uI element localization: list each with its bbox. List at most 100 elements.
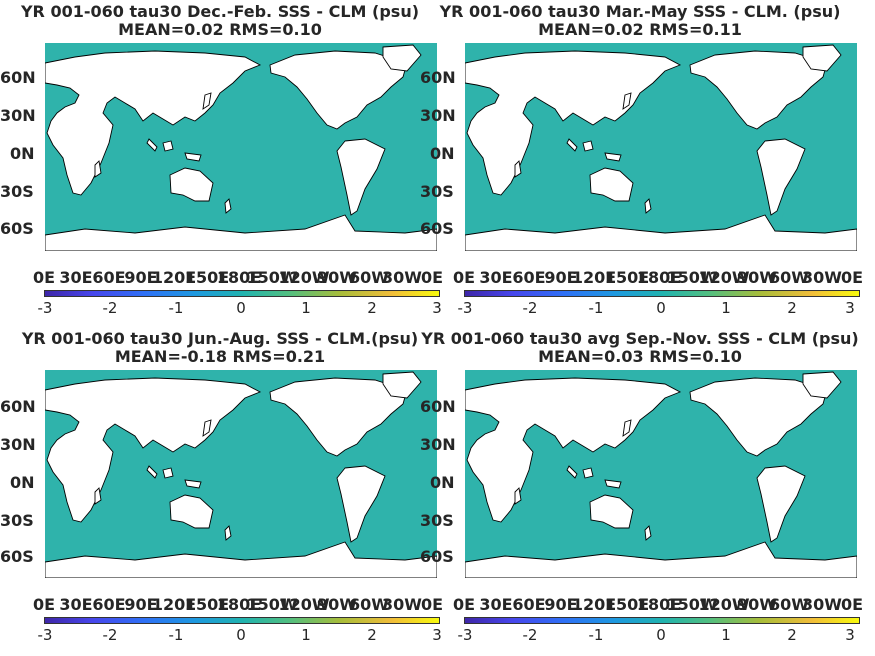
lat-label: 60N <box>0 68 36 87</box>
lon-label: 60W <box>769 595 809 614</box>
lon-label: 90W <box>317 595 357 614</box>
lat-label: 30S <box>0 511 34 530</box>
lat-label: 60S <box>420 547 454 566</box>
colorbar <box>464 617 860 624</box>
lat-label: 60N <box>420 397 456 416</box>
colorbar-tick: 2 <box>787 299 797 317</box>
lon-label: 90W <box>737 595 777 614</box>
lon-label: 30W <box>382 268 422 287</box>
colorbar-tick: 1 <box>721 626 731 644</box>
colorbar-tick: 2 <box>787 626 797 644</box>
lon-label: 0E <box>840 595 864 614</box>
lon-label: 0E <box>452 268 476 287</box>
lat-label: 30S <box>420 511 454 530</box>
colorbar-tick: 0 <box>236 299 246 317</box>
lat-label: 0N <box>430 144 455 163</box>
colorbar <box>464 290 860 297</box>
colorbar-tick: -2 <box>102 626 118 644</box>
lon-label: 60W <box>769 268 809 287</box>
lon-label: 60W <box>349 595 389 614</box>
lon-label: 120E <box>571 268 617 287</box>
lon-label: 120E <box>151 595 197 614</box>
lon-label: 180E <box>636 268 682 287</box>
colorbar-tick: -1 <box>168 299 184 317</box>
lon-label: 120W <box>698 268 750 287</box>
colorbar-tick: 3 <box>845 299 855 317</box>
lon-label: 30E <box>59 268 93 287</box>
lat-label: 0N <box>10 144 35 163</box>
colorbar-tick: 1 <box>721 299 731 317</box>
lon-label: 180E <box>216 595 262 614</box>
panel-stats: MEAN=0.02 RMS=0.10 <box>118 20 322 39</box>
colorbar-tick: -1 <box>588 626 604 644</box>
panel-mam: YR 001-060 tau30 Mar.-May SSS - CLM. (ps… <box>420 0 863 328</box>
colorbar-tick: -1 <box>588 299 604 317</box>
lat-label: 30S <box>0 182 34 201</box>
sss-anomaly-map <box>45 43 437 251</box>
sss-anomaly-map <box>465 43 857 251</box>
lon-label: 180E <box>216 268 262 287</box>
lon-label: 60E <box>92 595 126 614</box>
lon-label: 0E <box>32 268 56 287</box>
lat-label: 60S <box>0 219 34 238</box>
lon-label: 90W <box>317 268 357 287</box>
panel-stats: MEAN=0.03 RMS=0.10 <box>538 347 742 366</box>
panel-djf: YR 001-060 tau30 Dec.-Feb. SSS - CLM (ps… <box>0 0 443 328</box>
colorbar-tick: -2 <box>522 299 538 317</box>
colorbar-tick: -2 <box>522 626 538 644</box>
lon-label: 150E <box>604 268 650 287</box>
colorbar-tick: 1 <box>301 626 311 644</box>
lon-label: 90E <box>124 595 158 614</box>
colorbar-tick: 0 <box>656 626 666 644</box>
colorbar-tick: -3 <box>457 299 473 317</box>
colorbar-tick: 1 <box>301 299 311 317</box>
lat-label: 30N <box>420 435 456 454</box>
lon-label: 90E <box>124 268 158 287</box>
lon-axis: 0E 30E 60E 90E 120E 150E 180E 150W 120W … <box>450 268 864 288</box>
lon-label: 0E <box>840 268 864 287</box>
sss-anomaly-map <box>465 370 857 578</box>
panel-stats: MEAN=0.02 RMS=0.11 <box>538 20 742 39</box>
lon-axis: 0E 30E 60E 90E 120E 150E 180E 150W 120W … <box>450 595 864 615</box>
lon-label: 30W <box>802 268 842 287</box>
panel-son: YR 001-060 tau30 avg Sep.-Nov. SSS - CLM… <box>420 327 863 655</box>
lat-label: 0N <box>430 473 455 492</box>
lat-label: 30N <box>0 435 36 454</box>
lat-label: 60S <box>420 219 454 238</box>
panel-stats: MEAN=-0.18 RMS=0.21 <box>114 347 326 366</box>
lon-label: 0E <box>452 595 476 614</box>
lon-label: 30E <box>59 595 93 614</box>
lon-label: 90E <box>544 268 578 287</box>
colorbar-tick: 0 <box>656 299 666 317</box>
lat-label: 0N <box>10 473 35 492</box>
lon-label: 0E <box>420 268 444 287</box>
lon-axis: 0E 30E 60E 90E 120E 150E 180E 150W 120W … <box>30 595 444 615</box>
colorbar-tick: 3 <box>432 626 442 644</box>
lon-label: 120W <box>698 595 750 614</box>
lon-label: 150E <box>184 595 230 614</box>
panel-title: YR 001-060 tau30 Dec.-Feb. SSS - CLM (ps… <box>20 2 420 21</box>
lon-label: 90E <box>544 595 578 614</box>
lon-label: 60W <box>349 268 389 287</box>
lon-label: 60E <box>512 268 546 287</box>
colorbar-tick: -1 <box>168 626 184 644</box>
lon-axis: 0E 30E 60E 90E 120E 150E 180E 150W 120W … <box>30 268 444 288</box>
colorbar-tick: -2 <box>102 299 118 317</box>
colorbar-tick: 3 <box>845 626 855 644</box>
colorbar-tick: 2 <box>367 299 377 317</box>
lon-label: 90W <box>737 268 777 287</box>
lon-label: 0E <box>420 595 444 614</box>
lat-label: 60N <box>0 397 36 416</box>
panel-title: YR 001-060 tau30 Mar.-May SSS - CLM. (ps… <box>439 2 841 21</box>
lon-label: 120E <box>151 268 197 287</box>
colorbar-tick: -3 <box>37 299 53 317</box>
panel-title: YR 001-060 tau30 Jun.-Aug. SSS - CLM.(ps… <box>21 329 419 348</box>
lon-label: 150W <box>246 268 298 287</box>
lon-label: 30W <box>382 595 422 614</box>
lon-label: 150E <box>184 268 230 287</box>
colorbar-tick: 0 <box>236 626 246 644</box>
lat-label: 30S <box>420 182 454 201</box>
colorbar-tick: 2 <box>367 626 377 644</box>
lat-label: 30N <box>0 106 36 125</box>
lon-label: 120W <box>278 268 330 287</box>
